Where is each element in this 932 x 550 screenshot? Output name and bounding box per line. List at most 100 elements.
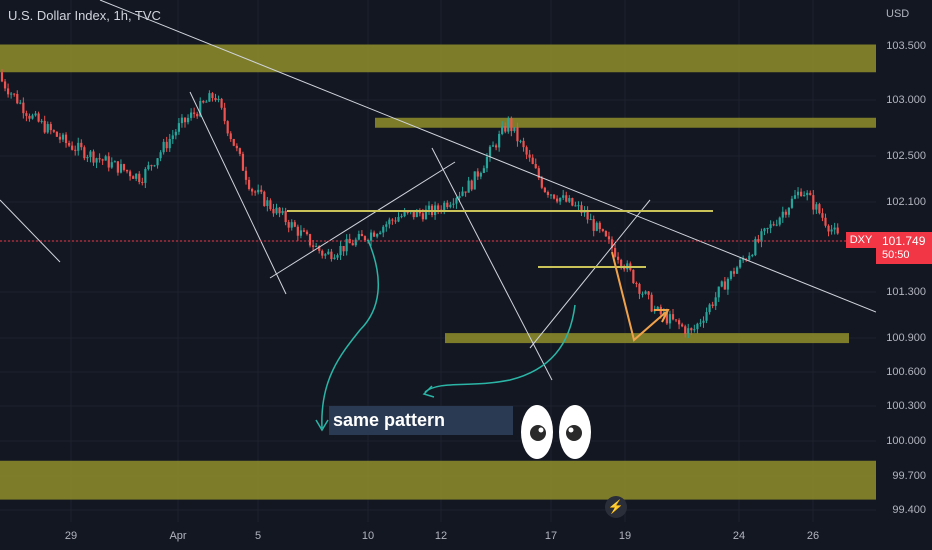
rise-trend-line-2[interactable] xyxy=(529,199,651,349)
candle-body xyxy=(836,227,839,234)
candle-body xyxy=(260,189,263,192)
candle-body xyxy=(254,191,257,193)
price-zone xyxy=(0,460,876,500)
candle-body xyxy=(107,156,110,168)
candle-body xyxy=(232,139,235,146)
drop-trend-line-1[interactable] xyxy=(189,91,287,295)
candle-body xyxy=(644,291,647,294)
candle-body xyxy=(455,198,458,204)
candle-body xyxy=(729,271,733,279)
candle-body xyxy=(305,231,309,235)
candle-body xyxy=(668,314,672,324)
candle-body xyxy=(479,172,482,177)
candle-body xyxy=(720,281,723,287)
pattern-curve-right[interactable] xyxy=(424,304,576,393)
candle-body xyxy=(446,202,449,208)
candle-body xyxy=(193,112,196,114)
pattern-note[interactable]: same pattern xyxy=(329,406,513,435)
candle-body xyxy=(403,211,406,217)
candle-body xyxy=(824,217,827,226)
candle-body xyxy=(214,97,217,101)
drop-trend-line-2[interactable] xyxy=(431,147,553,381)
candle-body xyxy=(354,239,357,246)
candle-body xyxy=(522,140,525,148)
candle-body xyxy=(186,117,190,123)
candle-body xyxy=(647,291,650,295)
candle-body xyxy=(220,98,223,108)
candle-body xyxy=(336,255,339,258)
candle-body xyxy=(64,134,68,144)
candle-body xyxy=(168,138,171,149)
candle-body xyxy=(391,219,394,221)
candle-body xyxy=(696,323,699,330)
candle-body xyxy=(132,176,135,179)
candle-body xyxy=(315,246,318,248)
pattern-curve-left[interactable] xyxy=(321,239,379,429)
candle-body xyxy=(427,205,431,210)
candle-body xyxy=(330,251,333,260)
candle-body xyxy=(205,101,208,103)
time-axis[interactable]: 29 Apr 5 10 12 17 19 24 26 xyxy=(0,522,876,550)
candle-body xyxy=(116,161,119,173)
candle-body xyxy=(772,224,775,226)
rise-trend-line-1[interactable] xyxy=(269,161,456,279)
candle-body xyxy=(327,251,330,255)
candle-body xyxy=(308,234,312,246)
flash-icon[interactable]: ⚡ xyxy=(605,496,627,518)
candle-body xyxy=(241,153,245,171)
candle-body xyxy=(40,120,43,122)
candle-body xyxy=(549,194,553,196)
candle-body xyxy=(125,169,129,172)
candle-body xyxy=(656,306,659,310)
price-chart[interactable] xyxy=(0,0,876,522)
left-trend-line[interactable] xyxy=(0,199,61,263)
candle-body xyxy=(699,322,702,324)
candle-body xyxy=(485,156,489,169)
candle-body xyxy=(281,210,284,214)
y-tick: 99.700 xyxy=(892,470,926,482)
candle-body xyxy=(7,88,10,95)
candle-body xyxy=(190,112,193,118)
candle-body xyxy=(595,222,598,231)
candle-body xyxy=(101,159,104,161)
projection-arrow[interactable] xyxy=(611,251,667,342)
candle-body xyxy=(754,238,757,256)
candle-body xyxy=(296,226,299,236)
candle-body xyxy=(290,222,293,228)
candle-body xyxy=(68,143,71,146)
candle-body xyxy=(674,319,678,321)
x-tick: 17 xyxy=(544,530,558,542)
candle-body xyxy=(781,211,784,218)
candle-body xyxy=(806,192,809,196)
candle-body xyxy=(793,195,797,199)
price-zone xyxy=(445,333,849,344)
candle-body xyxy=(13,93,16,95)
main-downtrend-line[interactable] xyxy=(99,0,876,313)
candle-body xyxy=(31,115,34,119)
candle-body xyxy=(43,120,46,133)
price-axis[interactable]: USD 103.500 103.000 102.500 102.100 101.… xyxy=(876,0,932,550)
candle-body xyxy=(34,113,37,116)
candle-body xyxy=(552,194,556,199)
y-tick: 103.000 xyxy=(886,94,926,106)
candle-body xyxy=(385,224,388,227)
candle-body xyxy=(400,216,403,218)
candle-body xyxy=(202,101,205,103)
candle-body xyxy=(406,211,409,213)
horizontal-zones xyxy=(0,44,876,500)
candle-body xyxy=(135,173,138,179)
candle-body xyxy=(742,259,745,261)
candle-body xyxy=(397,217,400,222)
candle-body xyxy=(424,209,428,220)
candle-body xyxy=(632,269,635,284)
candle-body xyxy=(153,165,156,167)
candle-body xyxy=(357,233,360,240)
candle-body xyxy=(229,133,232,140)
candle-body xyxy=(263,191,266,207)
last-price-value: 101.749 xyxy=(882,234,926,248)
candle-body xyxy=(138,173,141,182)
candle-body xyxy=(83,147,86,159)
candle-body xyxy=(141,181,144,183)
candle-body xyxy=(10,93,13,95)
candle-body xyxy=(818,204,821,214)
